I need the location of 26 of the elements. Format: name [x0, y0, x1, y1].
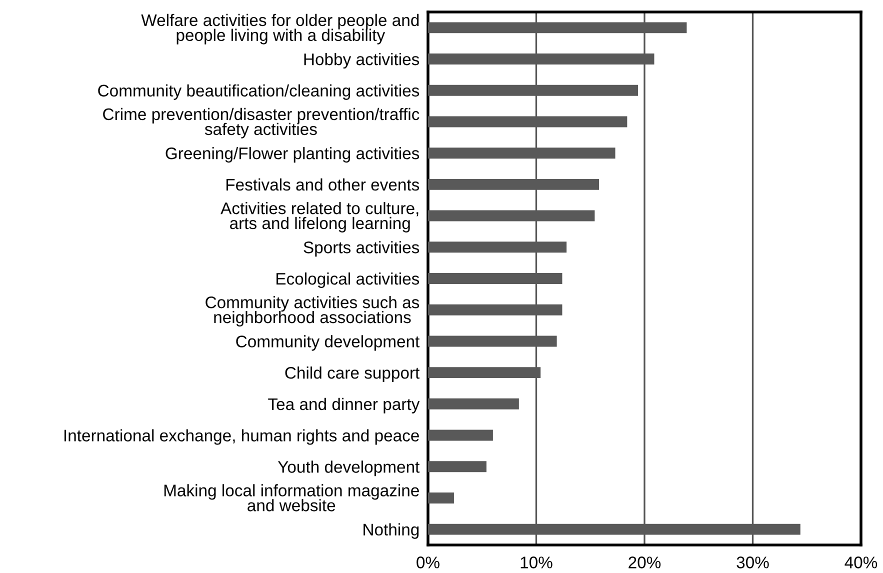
- y-tick-label: Activities related to culture, arts and lifelong learning: [220, 202, 418, 232]
- y-tick-label: Ecological activities: [276, 272, 420, 288]
- y-tick-label: Welfare activities for older people and people living with a disability: [141, 14, 419, 44]
- bar: [428, 398, 519, 410]
- y-tick-label: Tea and dinner party: [268, 398, 420, 414]
- x-tick-label: 10%: [520, 556, 552, 568]
- y-tick-label: Hobby activities: [304, 52, 420, 69]
- bar: [428, 430, 493, 441]
- x-tick-label: 30%: [736, 556, 769, 568]
- bar: [428, 461, 486, 472]
- bar: [428, 492, 454, 504]
- y-tick-label: Community beautification/cleaning activities: [98, 84, 420, 100]
- x-tick-label: 20%: [628, 556, 661, 568]
- y-tick-label: Sports activities: [304, 241, 420, 257]
- y-tick-label: Youth development: [278, 460, 420, 476]
- y-tick-label: Crime prevention/disaster prevention/traffic safety activities: [103, 108, 420, 138]
- y-tick-label: Child care support: [285, 366, 420, 382]
- y-tick-label: Making local information magazine and website: [164, 484, 419, 512]
- x-tick-label: 0%: [416, 556, 440, 568]
- y-tick-label: International exchange, human rights and peace: [64, 429, 419, 445]
- y-tick-label: Community development: [236, 335, 420, 351]
- y-tick-label: Greening/Flower planting activities: [166, 147, 420, 163]
- y-tick-label: Community activities such as neighborhood associations: [206, 296, 420, 327]
- x-tick-label: 40%: [844, 556, 878, 568]
- y-tick-label: Festivals and other events: [226, 178, 420, 191]
- y-tick-label: Nothing: [364, 523, 419, 539]
